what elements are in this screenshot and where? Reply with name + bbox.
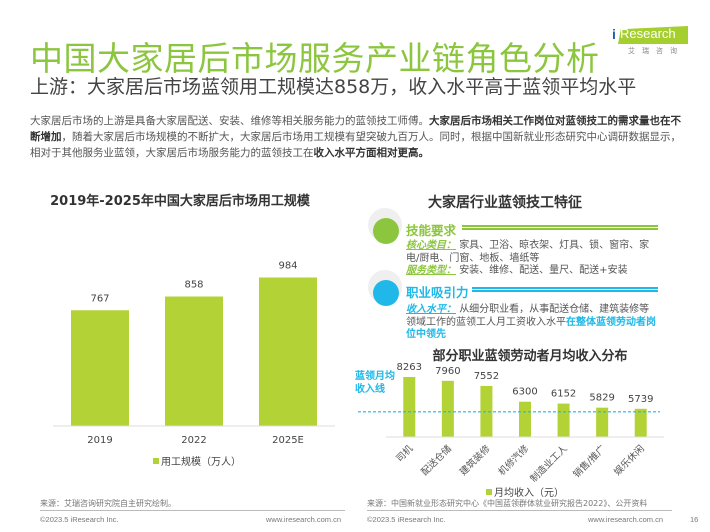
intro-text-1: 大家居后市场的上游是具备大家居配送、安装、维修等相关服务能力的蓝领技工师傅。 <box>30 115 429 127</box>
skills-divider <box>462 225 658 230</box>
x-tick-配送仓储: 配送仓储 <box>419 442 455 478</box>
bar-制造业工人 <box>557 403 570 437</box>
bar-娱乐休闲 <box>634 408 647 437</box>
bar-机修汽修 <box>519 401 531 437</box>
copyright-right: ©2023.5 iResearch Inc. <box>367 515 446 524</box>
value-label-制造业工人: 6152 <box>551 389 576 400</box>
iresearch-logo: i Research <box>612 26 688 46</box>
legend-swatch <box>153 458 159 464</box>
copyright-left: ©2023.5 iResearch Inc. <box>40 515 119 524</box>
logo-badge <box>618 26 688 44</box>
skills-circle-icon <box>373 218 399 244</box>
x-tick-娱乐休闲: 娱乐休闲 <box>611 443 646 478</box>
intro-paragraph: 大家居后市场的上游是具备大家居配送、安装、维修等相关服务能力的蓝领技工师傅。大家… <box>30 113 684 161</box>
income-text: 从细分职业看，从事配送仓储、建筑装修等领域工作的蓝领工人月工资收入水平 <box>406 304 650 328</box>
bar-2019 <box>71 310 129 426</box>
income-distribution-chart: 8263 司机 7960 配送仓储 7552 建筑装修 6300 机修汽修 6152 制造业工人 5… <box>355 362 664 499</box>
legend-label: 月均收入（元） <box>494 486 564 499</box>
x-tick-机修汽修: 机修汽修 <box>496 442 532 478</box>
attraction-circle-icon <box>373 280 399 306</box>
page-title: 中国大家居后市场服务产业链角色分析 <box>30 39 600 78</box>
bar-配送仓储 <box>441 380 454 437</box>
bar-司机 <box>403 377 416 437</box>
legend-label: 用工规模（万人） <box>161 455 241 468</box>
source-left: 来源：艾瑞咨询研究院自主研究绘制。 <box>40 499 176 508</box>
value-label-2019: 767 <box>90 293 109 304</box>
source-right: 来源：中国新就业形态研究中心《中国蓝领群体就业研究报告2022》、公开资料 <box>367 499 648 508</box>
x-tick-制造业工人: 制造业工人 <box>528 442 570 484</box>
value-label-2025E: 984 <box>278 261 297 272</box>
attraction-heading: 职业吸引力 <box>406 285 469 300</box>
skills-core: 核心类目： 家具、卫浴、晾衣架、灯具、锁、窗帘、家电/厨电、门窗、地板、墙纸等 <box>406 240 658 265</box>
page-subtitle: 上游：大家居后市场蓝领用工规模达858万，收入水平高于蓝领平均水平 <box>30 76 637 98</box>
value-label-机修汽修: 6300 <box>512 387 537 398</box>
core-text: 家具、卫浴、晾衣架、灯具、锁、窗帘、家电/厨电、门窗、地板、墙纸等 <box>406 240 650 264</box>
value-label-建筑装修: 7552 <box>474 371 499 382</box>
value-label-2022: 858 <box>184 280 203 291</box>
value-label-司机: 8263 <box>397 362 422 373</box>
logo-i: i <box>612 26 616 42</box>
x-tick-2025E: 2025E <box>272 435 304 446</box>
x-tick-2022: 2022 <box>181 435 206 446</box>
legend-swatch <box>486 489 492 495</box>
service-label: 服务类型： <box>406 265 456 276</box>
bar-2025E <box>259 277 317 426</box>
logo-text: Research <box>620 26 676 41</box>
attraction-income: 收入水平： 从细分职业看，从事配送仓储、建筑装修等领域工作的蓝领工人月工资收入水… <box>406 304 658 342</box>
bar-建筑装修 <box>480 385 493 437</box>
x-tick-司机: 司机 <box>393 442 415 464</box>
intro-text-2: ，随着大家居后市场规模的不断扩大，大家居后市场用工规模有望突破九百万人。同时，根… <box>30 131 681 159</box>
value-label-配送仓储: 7960 <box>435 366 460 377</box>
value-label-娱乐休闲: 5739 <box>628 394 653 405</box>
website-left: www.iresearch.com.cn <box>266 515 342 524</box>
bar-销售/推广 <box>596 407 609 437</box>
service-text: 安装、维修、配送、量尺、配送+安装 <box>459 265 628 276</box>
x-tick-2019: 2019 <box>87 435 112 446</box>
chart1-title: 2019年-2025年中国大家居后市场用工规模 <box>50 194 310 209</box>
page-number: 16 <box>690 515 699 524</box>
attraction-divider <box>472 287 658 292</box>
features-title: 大家居行业蓝领技工特征 <box>428 195 582 211</box>
website-right: www.iresearch.com.cn <box>588 515 664 524</box>
bar-2022 <box>165 296 223 426</box>
chart2-title: 部分职业蓝领劳动者月均收入分布 <box>432 349 628 364</box>
reference-label-line2: 收入线 <box>355 382 385 395</box>
x-tick-销售/推广: 销售/推广 <box>571 443 609 481</box>
skills-service: 服务类型： 安装、维修、配送、量尺、配送+安装 <box>406 265 658 278</box>
labor-scale-chart: 767 2019 858 2022 984 2025E 用工规模（万人） <box>53 261 335 468</box>
footer-divider-right <box>367 510 672 511</box>
income-bold: 在整体蓝领劳动者岗位中领先 <box>406 316 656 341</box>
footer-divider-left <box>40 510 345 511</box>
logo-chinese: 艾瑞咨询 <box>628 47 684 55</box>
intro-bold-1: 大家居后市场相关工作岗位对蓝领技工的需求量也在不断增加 <box>30 115 681 143</box>
reference-label-line1: 蓝领月均 <box>355 369 395 382</box>
value-label-销售/推广: 5829 <box>589 393 614 404</box>
x-tick-建筑装修: 建筑装修 <box>457 442 493 478</box>
skills-heading: 技能要求 <box>406 223 457 238</box>
intro-bold-2: 收入水平方面相对更高。 <box>313 147 430 159</box>
core-label: 核心类目： <box>406 240 456 251</box>
income-label: 收入水平： <box>406 304 456 315</box>
